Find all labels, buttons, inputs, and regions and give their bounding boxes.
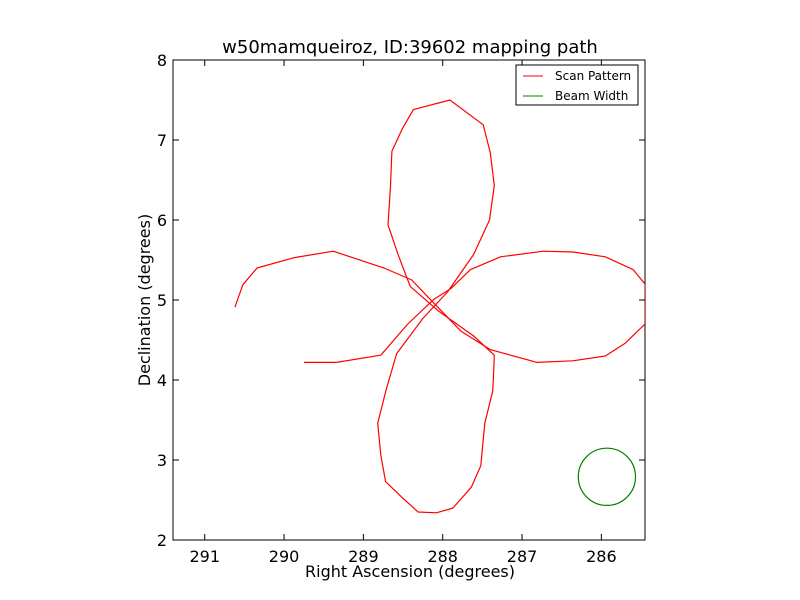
scan-pattern-line-2 [377,99,495,514]
plot-area [172,59,646,541]
x-tick-label: 291 [189,547,220,566]
y-tick-label: 8 [157,51,167,70]
x-tick-label: 290 [269,547,300,566]
scan-pattern-line-1 [234,250,645,363]
x-tick-label: 288 [427,547,458,566]
y-tick-label: 6 [157,211,167,230]
axes-frame [172,59,646,541]
series-layer [234,99,645,514]
y-axis-label: Declination (degrees) [135,214,154,386]
x-axis-label: Right Ascension (degrees) [305,562,515,581]
beam-width-circle [577,447,637,506]
legend-box [515,64,639,106]
legend-label-beam-width: Beam Width [555,89,628,103]
legend-label-scan-pattern: Scan Pattern [555,69,631,83]
beam-layer [577,447,637,506]
x-tick-label: 287 [507,547,538,566]
y-tick-label: 2 [157,531,167,550]
y-tick-label: 3 [157,451,167,470]
x-tick-label: 286 [586,547,617,566]
y-tick-label: 7 [157,131,167,150]
legend: Scan Pattern Beam Width [515,64,639,106]
y-tick-label: 4 [157,371,167,390]
x-tick-label: 289 [348,547,379,566]
y-axis-ticks: 2 3 4 5 6 7 8 [157,51,645,550]
y-tick-label: 5 [157,291,167,310]
chart-title: w50mamqueiroz, ID:39602 mapping path [222,37,598,58]
